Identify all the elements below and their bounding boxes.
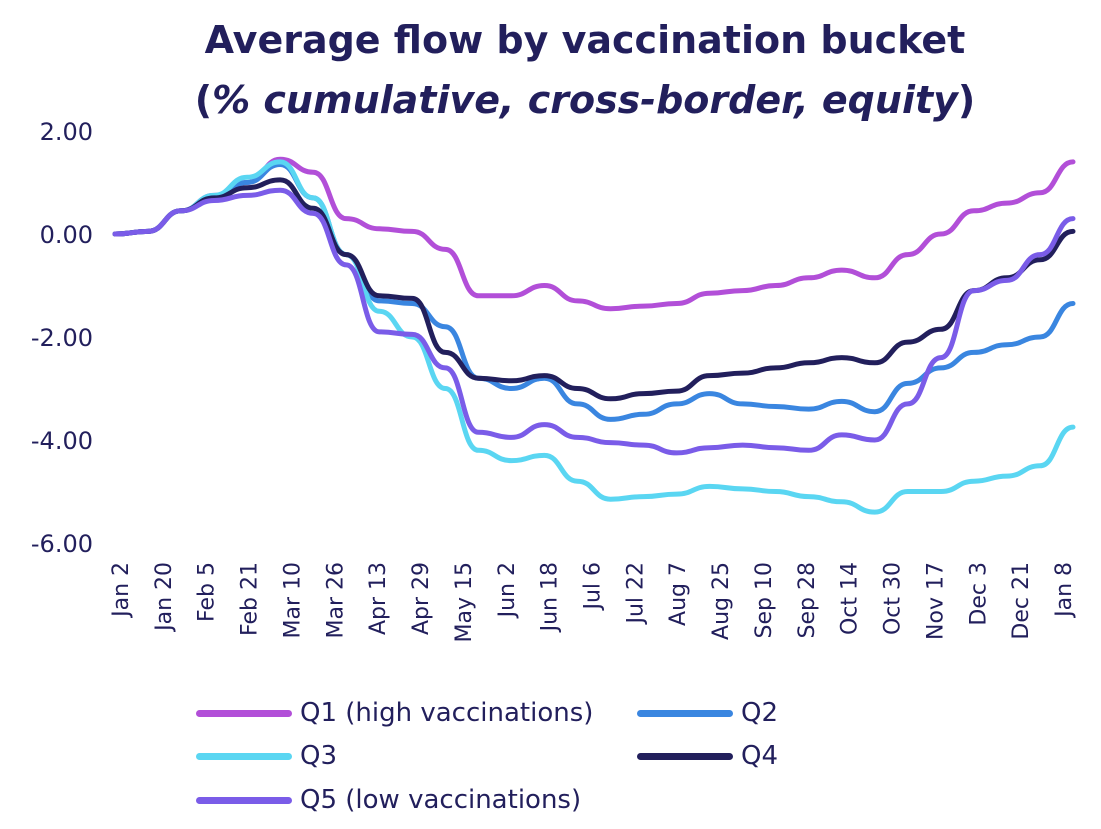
- x-tick-label: Mar 26: [323, 562, 348, 639]
- x-tick-label: Feb 5: [195, 562, 220, 622]
- x-tick-label: Jul 22: [623, 562, 648, 626]
- series-lines: [112, 156, 1076, 515]
- y-tick-label: 0.00: [40, 221, 93, 249]
- x-tick-label: Jun 18: [538, 562, 563, 633]
- series-line-2: [112, 162, 1076, 422]
- x-tick-label: Apr 29: [409, 562, 434, 635]
- x-tick-label: Sep 28: [795, 562, 820, 638]
- subtitle-open: (: [194, 78, 213, 122]
- x-tick-label: Jul 6: [581, 562, 606, 612]
- x-tick-label: Sep 10: [752, 562, 777, 638]
- series-line-5: [112, 187, 1076, 456]
- x-tick-label: Aug 7: [666, 562, 691, 626]
- series-line-4: [112, 177, 1076, 402]
- y-tick-label: -2.00: [31, 324, 93, 352]
- y-tick-label: -6.00: [31, 530, 93, 558]
- x-tick-label: Aug 25: [709, 562, 734, 640]
- y-tick-label: -4.00: [31, 427, 93, 455]
- x-tick-label: Mar 10: [280, 562, 305, 639]
- x-tick-label: May 15: [452, 562, 477, 642]
- x-tick-label: Dec 21: [1009, 562, 1034, 640]
- subtitle-text: % cumulative, cross-border, equity: [212, 78, 958, 122]
- x-tick-label: Oct 14: [838, 562, 863, 635]
- subtitle-close: ): [957, 78, 976, 122]
- x-tick-label: Apr 13: [366, 562, 391, 635]
- y-tick-label: 2.00: [40, 118, 93, 146]
- x-tick-label: Jan 20: [152, 562, 177, 633]
- series-line-3: [112, 159, 1076, 515]
- x-tick-label: Oct 30: [881, 562, 906, 635]
- series-line-1: [112, 156, 1076, 312]
- chart-subtitle: (% cumulative, cross-border, equity): [0, 78, 1101, 122]
- x-tick-label: Dec 3: [966, 562, 991, 626]
- x-axis-ticks: Jan 2 Jan 20 Feb 5 Feb 21 Mar 10 Mar 26 Apr 13…: [109, 562, 1077, 642]
- x-tick-label: Feb 21: [238, 562, 263, 636]
- x-tick-label: Jan 8: [1052, 562, 1077, 619]
- x-tick-label: Jan 2: [109, 562, 134, 619]
- y-axis-ticks: 2.00 0.00 -2.00 -4.00 -6.00: [31, 118, 93, 558]
- x-tick-label: Nov 17: [923, 562, 948, 640]
- x-tick-label: Jun 2: [495, 562, 520, 619]
- chart-title: Average flow by vaccination bucket: [204, 18, 966, 62]
